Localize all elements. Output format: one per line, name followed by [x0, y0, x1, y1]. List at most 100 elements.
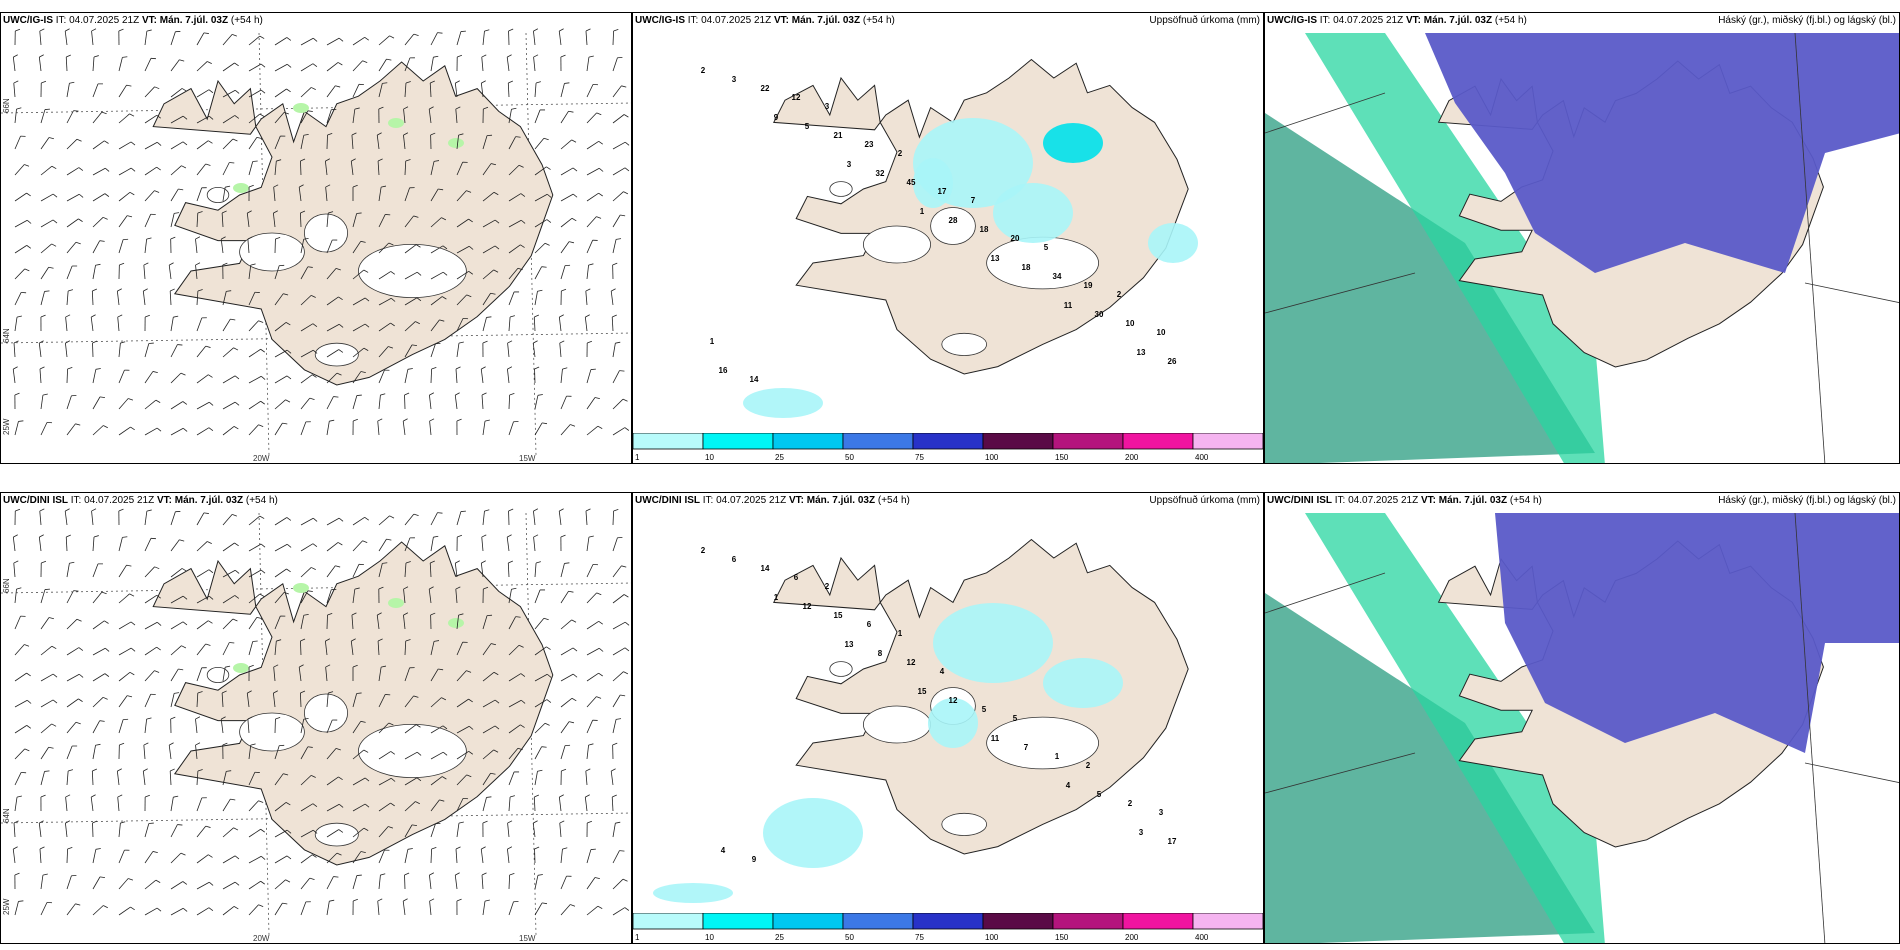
wind-barb: [456, 245, 470, 254]
wind-barb: [196, 32, 205, 46]
wind-barb: [170, 852, 182, 864]
wind-barb: [274, 902, 283, 916]
wind-barb-flag: [73, 590, 79, 592]
precip-value-label: 5: [1097, 790, 1102, 799]
wind-barb-flag: [66, 54, 71, 58]
wind-barb-flag: [543, 137, 549, 141]
wind-barb: [118, 672, 131, 682]
wind-barb: [92, 673, 106, 682]
wind-barb: [248, 569, 262, 578]
wind-barb: [170, 907, 184, 916]
wind-barb: [220, 719, 224, 734]
wind-barb: [560, 395, 567, 410]
wind-barb: [222, 115, 236, 124]
wind-barb: [248, 641, 254, 656]
wind-barb-flag: [208, 854, 213, 858]
wind-barb-flag: [181, 568, 187, 572]
wind-barb-flag: [92, 820, 98, 824]
wind-barb: [222, 375, 236, 384]
wind-barb: [222, 595, 236, 604]
wind-barb-flag: [232, 618, 238, 622]
wind-barb: [248, 35, 261, 46]
glacier-1: [303, 213, 348, 253]
wind-barb-flag: [623, 191, 629, 195]
wind-barb: [560, 647, 574, 656]
wind-barb-flag: [388, 242, 394, 246]
wind-barb: [584, 317, 588, 332]
wind-barb: [430, 537, 434, 552]
wind-barb-flag: [65, 820, 71, 824]
wind-barb: [534, 291, 538, 306]
wind-barb-flag: [466, 774, 472, 778]
light-rain-patch-1: [388, 598, 404, 608]
wind-barb-flag: [173, 795, 179, 798]
wind-barb: [612, 343, 616, 358]
wind-barb: [144, 823, 150, 838]
wind-barb: [92, 849, 97, 864]
wind-barb: [508, 267, 519, 280]
wind-barb: [66, 771, 69, 786]
wind-barb: [14, 421, 19, 436]
wind-barb-flag: [130, 621, 136, 626]
wind-barb: [170, 88, 183, 98]
colorbar-swatch: [842, 913, 914, 930]
wind-barb: [300, 349, 314, 358]
wind-barb: [144, 621, 158, 630]
wind-barb: [482, 615, 488, 630]
wind-barb-flag: [208, 374, 213, 378]
wind-barb-flag: [620, 694, 626, 697]
wind-barb: [534, 395, 539, 410]
wind-barb-flag: [509, 393, 515, 396]
wind-barb-flag: [170, 716, 176, 720]
wind-barb-flag: [197, 211, 203, 214]
wind-barb-flag: [75, 721, 81, 725]
wind-barb: [456, 774, 467, 786]
precip-value-label: 2: [701, 546, 706, 555]
wind-barb-flag: [234, 401, 240, 406]
wind-barb-flag: [415, 244, 421, 248]
wind-barb-flag: [561, 768, 567, 772]
wind-barb: [454, 395, 458, 410]
wind-barb: [378, 187, 382, 202]
wind-barb: [430, 668, 439, 682]
wind-barb: [274, 322, 287, 332]
precip-value-label: 14: [750, 375, 759, 384]
light-rain-patch-2: [448, 138, 464, 148]
wind-barb-flag: [457, 534, 463, 538]
wind-barb-flag: [490, 292, 496, 295]
wind-barb-flag: [438, 188, 444, 191]
wind-barb-flag: [225, 185, 231, 188]
wind-barb-flag: [42, 873, 48, 876]
wind-barb-flag: [377, 158, 383, 162]
wind-barb: [248, 828, 261, 838]
wind-barb-flag: [378, 106, 384, 110]
wind-barb-flag: [170, 236, 176, 240]
wind-barb-flag: [455, 366, 461, 370]
wind-barb: [40, 137, 50, 150]
wind-barb: [352, 589, 356, 604]
wind-barb-flag: [170, 288, 175, 292]
wind-barb-flag: [152, 851, 158, 853]
precip-value-label: 45: [907, 178, 916, 187]
wind-barb-flag: [613, 29, 619, 32]
wind-barb: [222, 401, 236, 410]
wind-barb-flag: [493, 269, 499, 273]
glacier-2: [357, 243, 467, 298]
wind-barb-flag: [145, 314, 150, 318]
wind-barb-flag: [205, 345, 211, 348]
wind-barb-flag: [377, 638, 383, 642]
wind-barb-flag: [483, 106, 489, 110]
wind-barb-flag: [543, 617, 549, 621]
wind-barb-flag: [309, 397, 315, 400]
wind-barb: [118, 537, 123, 552]
wind-barb: [378, 751, 391, 760]
wind-barb-flag: [390, 322, 395, 327]
wind-barb-flag: [335, 267, 341, 271]
wind-barb: [404, 57, 411, 72]
wind-barb: [586, 564, 594, 578]
wind-barb-flag: [594, 397, 600, 400]
wind-barb-flag: [93, 55, 99, 58]
colorbar-tick-label: 400: [1195, 453, 1209, 462]
wind-barb-flag: [405, 639, 411, 642]
